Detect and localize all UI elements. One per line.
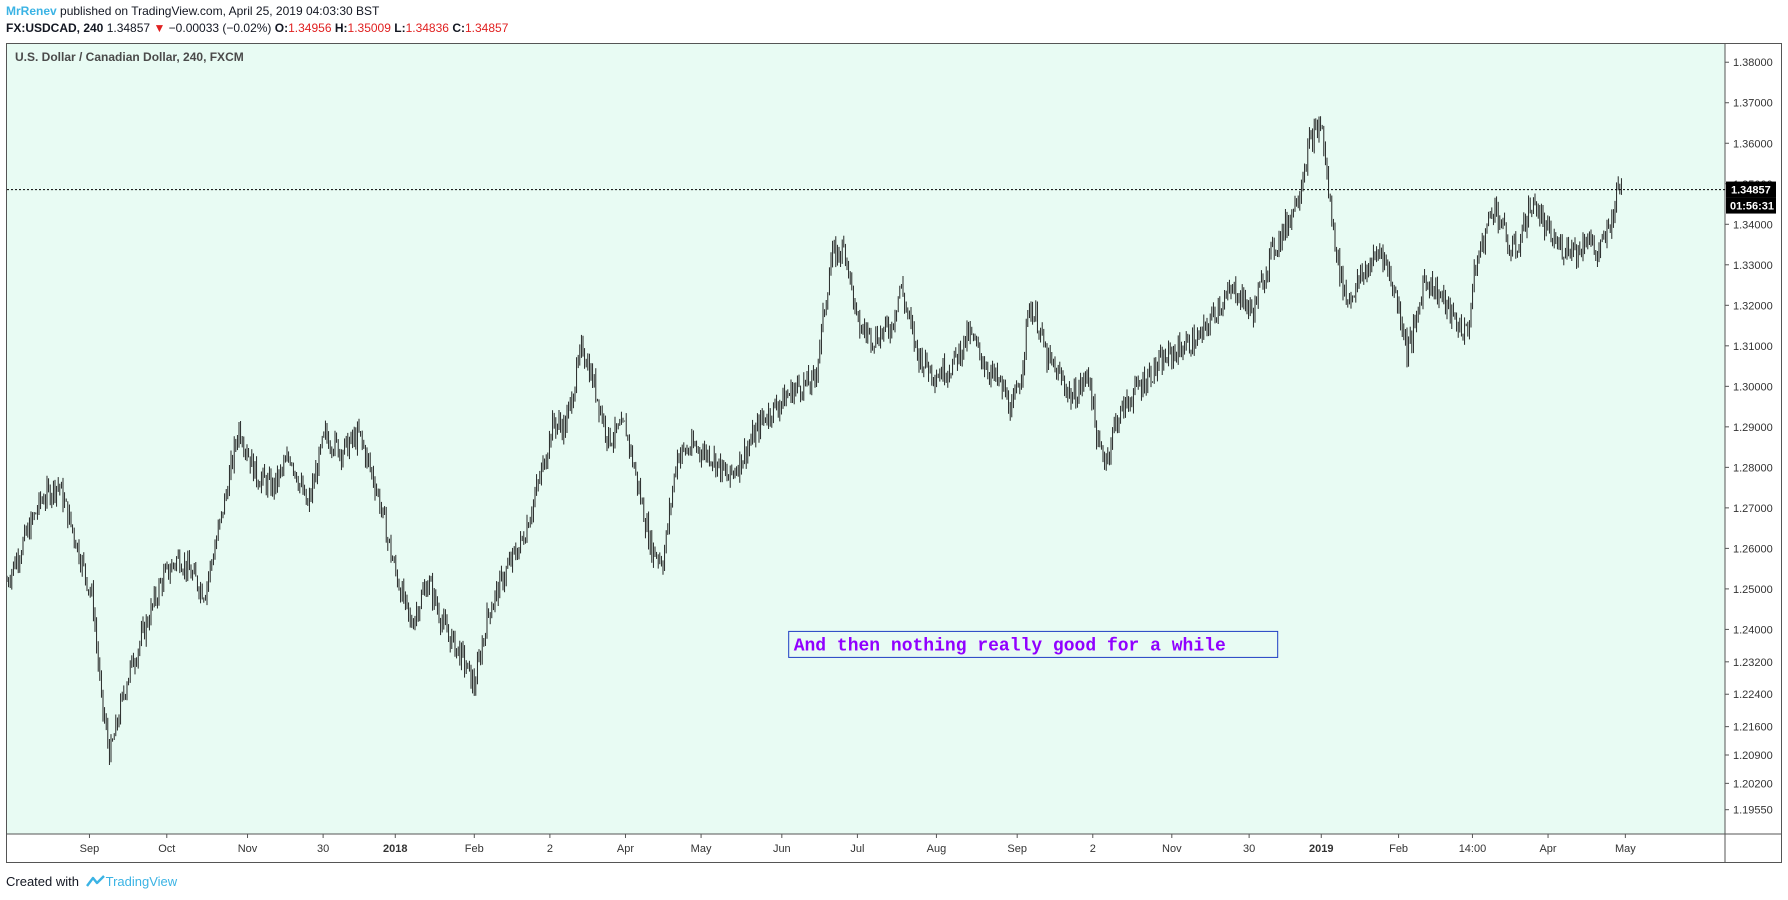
x-tick-label: Apr [617, 843, 634, 855]
footer: Created with TradingView [6, 874, 177, 889]
x-tick-label: Jul [850, 843, 864, 855]
x-tick-label: 2 [547, 843, 553, 855]
symbol-label: FX:USDCAD, 240 [6, 21, 104, 35]
high-value: 1.35009 [347, 21, 391, 35]
x-tick-label: 2018 [383, 843, 407, 855]
price-chart[interactable]: 1.380001.370001.360001.350001.340001.330… [7, 44, 1781, 862]
x-tick-label: 30 [1243, 843, 1255, 855]
y-tick-label: 1.29000 [1733, 422, 1773, 434]
y-tick-label: 1.37000 [1733, 98, 1773, 110]
ohlc-summary: FX:USDCAD, 240 1.34857 ▼ −0.00033 (−0.02… [6, 21, 508, 35]
x-tick-label: 2019 [1309, 843, 1333, 855]
y-tick-label: 1.34000 [1733, 219, 1773, 231]
y-tick-label: 1.20200 [1733, 778, 1773, 790]
x-tick-label: Jun [773, 843, 791, 855]
x-tick-label: Feb [465, 843, 484, 855]
last-price-label: 1.34857 [1731, 185, 1771, 197]
x-tick-label: Feb [1389, 843, 1408, 855]
countdown-label: 01:56:31 [1730, 201, 1774, 213]
low-value: 1.34836 [405, 21, 449, 35]
x-tick-label: 30 [317, 843, 329, 855]
open-label: O: [274, 21, 289, 35]
y-tick-label: 1.27000 [1733, 503, 1773, 515]
high-label: H: [334, 21, 348, 35]
published-text: published on TradingView.com, April 25, … [56, 4, 380, 18]
y-tick-label: 1.22400 [1733, 689, 1773, 701]
y-tick-label: 1.23200 [1733, 657, 1773, 669]
low-label: L: [394, 21, 406, 35]
price-scale[interactable] [1725, 44, 1781, 862]
x-tick-label: Sep [1007, 843, 1027, 855]
y-tick-label: 1.21600 [1733, 722, 1773, 734]
x-tick-label: May [691, 843, 712, 855]
author-link[interactable]: MrRenev [6, 4, 57, 18]
y-tick-label: 1.32000 [1733, 300, 1773, 312]
y-tick-label: 1.24000 [1733, 624, 1773, 636]
x-tick-label: 14:00 [1459, 843, 1487, 855]
candle-bars [7, 116, 1622, 765]
x-tick-label: Nov [1162, 843, 1182, 855]
x-axis-ticks: Sep Oct Nov 30 2018 Feb 2 Apr May Jun Jul Aug Sep 2 No… [80, 834, 1636, 855]
plot-area[interactable] [7, 44, 1725, 834]
time-scale[interactable] [7, 834, 1725, 862]
y-tick-label: 1.26000 [1733, 543, 1773, 555]
price-change: −0.00033 (−0.02%) [168, 21, 272, 35]
y-tick-label: 1.19550 [1733, 805, 1773, 817]
y-tick-label: 1.30000 [1733, 381, 1773, 393]
y-tick-label: 1.31000 [1733, 341, 1773, 353]
close-value: 1.34857 [464, 21, 509, 35]
down-arrow-icon: ▼ [153, 21, 166, 35]
tradingview-link[interactable]: TradingView [105, 874, 178, 889]
close-label: C: [452, 21, 465, 35]
y-tick-label: 1.38000 [1733, 57, 1773, 69]
x-tick-label: Oct [158, 843, 175, 855]
x-tick-label: 2 [1090, 843, 1096, 855]
last-price: 1.34857 [106, 21, 151, 35]
x-tick-label: May [1615, 843, 1636, 855]
x-tick-label: Nov [238, 843, 258, 855]
tradingview-logo-icon [85, 875, 105, 887]
y-tick-label: 1.36000 [1733, 138, 1773, 150]
y-tick-label: 1.28000 [1733, 462, 1773, 474]
chart-title: U.S. Dollar / Canadian Dollar, 240, FXCM [15, 50, 244, 64]
publish-info: MrRenev published on TradingView.com, Ap… [6, 4, 379, 18]
y-tick-label: 1.33000 [1733, 260, 1773, 272]
last-price-tag: 1.34857 01:56:31 [1726, 181, 1776, 214]
x-tick-label: Aug [927, 843, 947, 855]
y-tick-label: 1.20900 [1733, 750, 1773, 762]
created-with-text: Created with [6, 874, 79, 889]
text-annotation[interactable]: And then nothing really good for a while [788, 630, 1279, 658]
open-value: 1.34956 [288, 21, 332, 35]
x-tick-label: Apr [1539, 843, 1556, 855]
x-tick-label: Sep [80, 843, 100, 855]
y-tick-label: 1.25000 [1733, 584, 1773, 596]
annotation-text: And then nothing really good for a while [794, 636, 1226, 656]
chart-frame[interactable]: 1.380001.370001.360001.350001.340001.330… [6, 43, 1782, 863]
